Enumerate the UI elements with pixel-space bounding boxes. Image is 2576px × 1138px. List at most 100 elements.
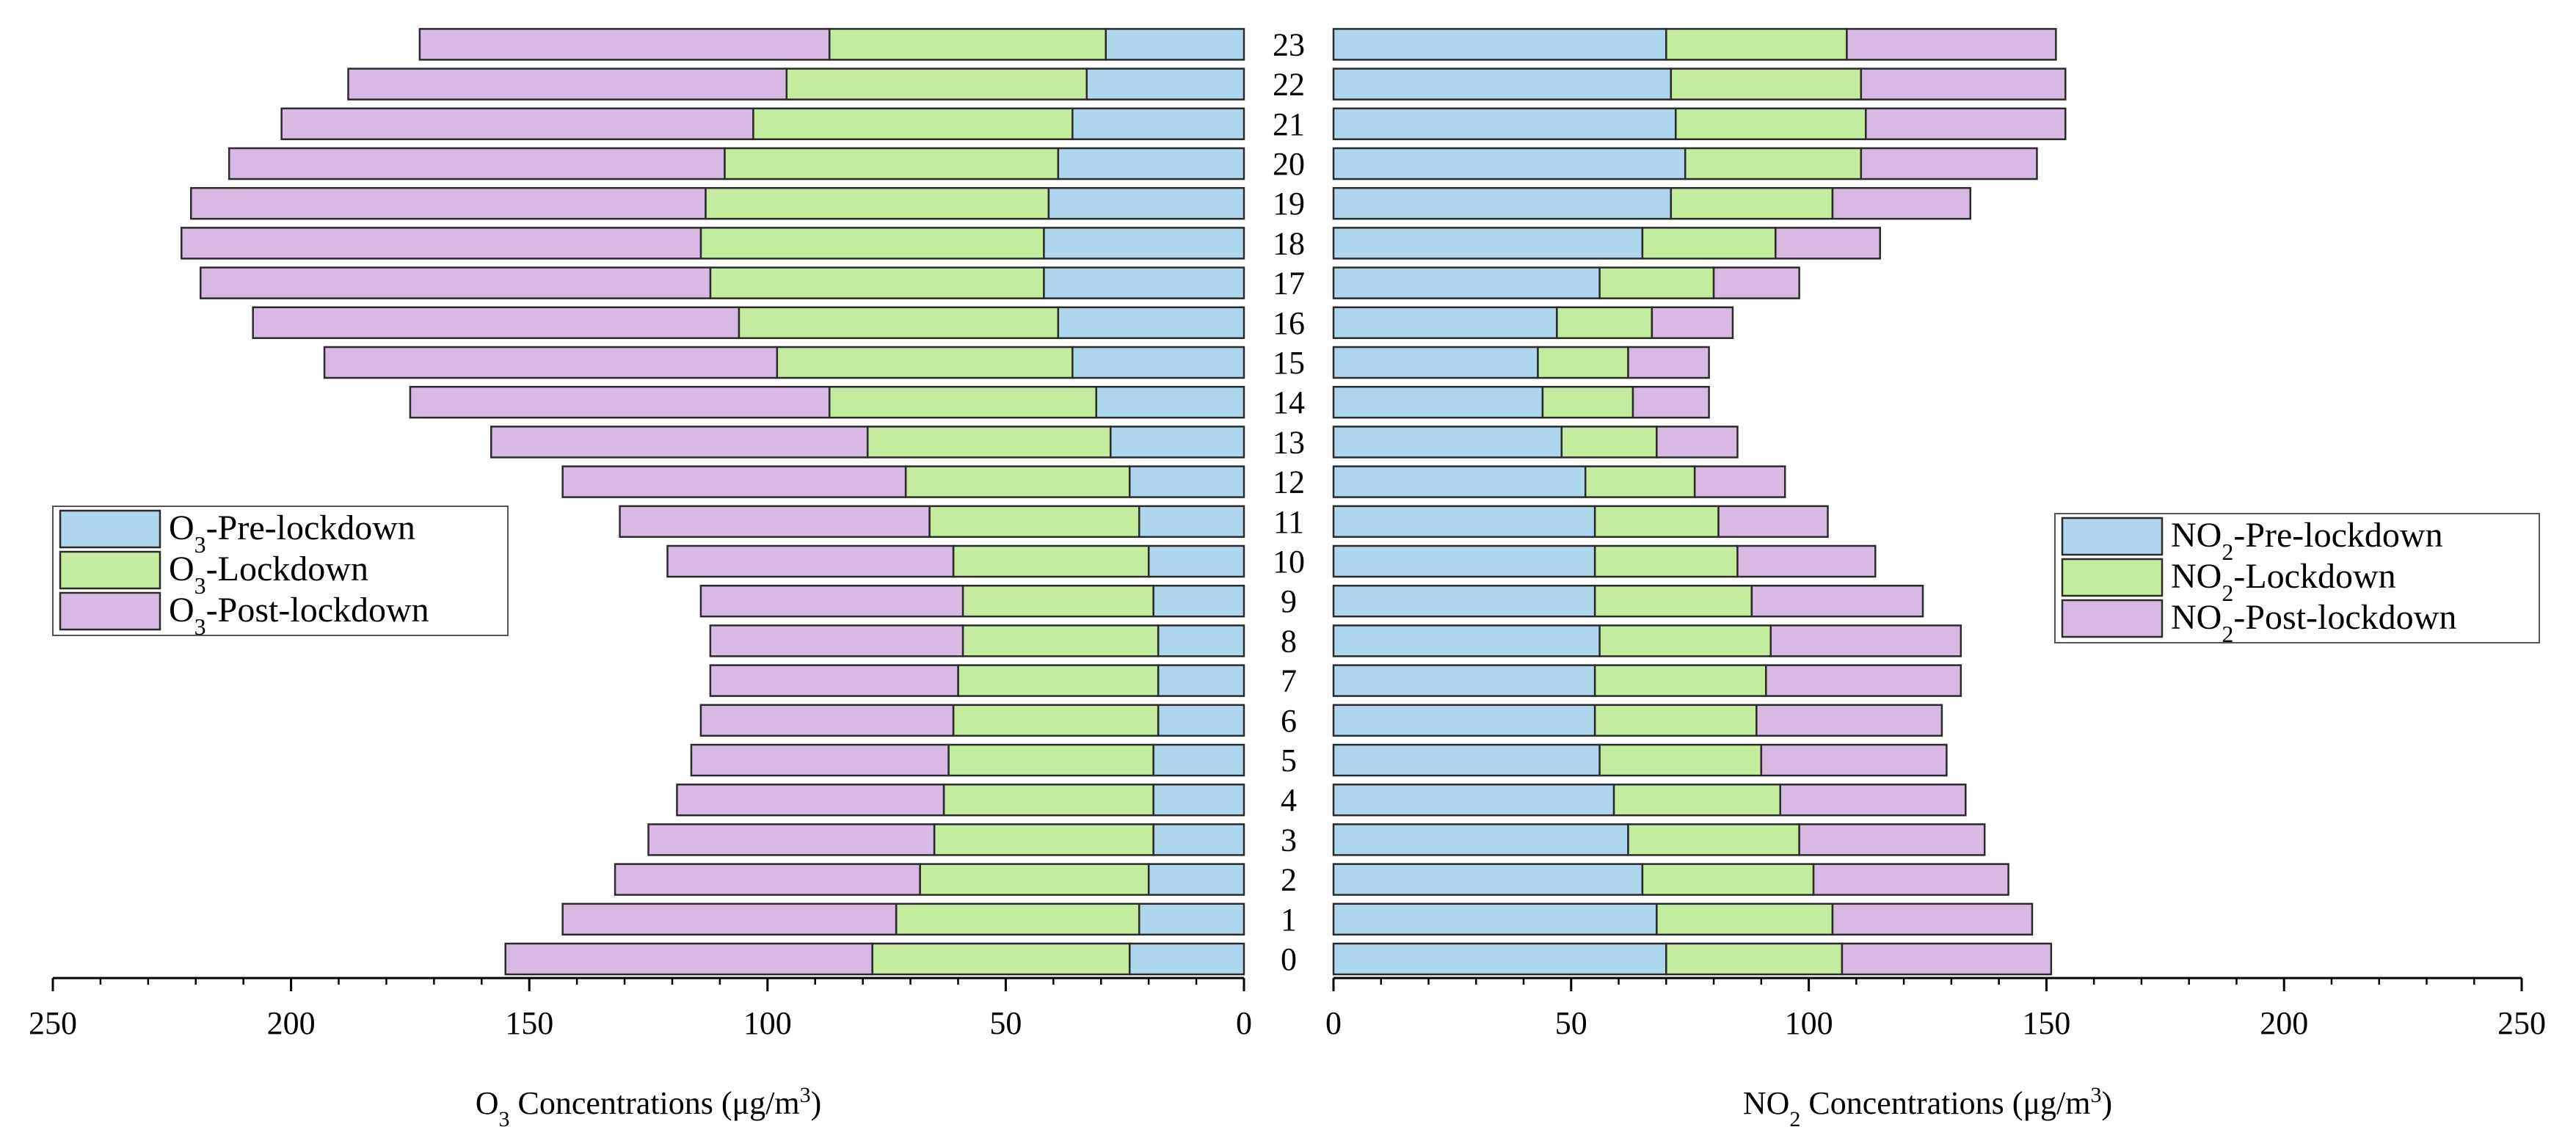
no2-legend-swatch <box>2061 558 2164 597</box>
no2-axis-title-sup: 3 <box>2090 1083 2101 1107</box>
no2-bar-hour-19-series-0 <box>1332 186 1673 220</box>
no2-bar-hour-11-series-2 <box>1717 505 1829 539</box>
no2-bar-hour-6-series-2 <box>1755 704 1943 737</box>
o3-bar-hour-21-series-1 <box>752 107 1074 141</box>
o3-legend-swatch <box>59 509 161 549</box>
no2-bar-hour-19-series-1 <box>1670 186 1834 220</box>
o3-bar-hour-11-series-2 <box>619 505 931 539</box>
no2-tick-label: 0 <box>1325 1005 1342 1041</box>
o3-bar-hour-15-series-0 <box>1071 346 1245 379</box>
o3-legend-label-sub: 3 <box>194 613 206 640</box>
no2-legend-label-rest: -Lockdown <box>2233 557 2395 596</box>
no2-bar-hour-12-series-1 <box>1584 465 1696 498</box>
no2-tick-label: 200 <box>2260 1005 2308 1041</box>
o3-bar-hour-1-series-2 <box>561 902 898 936</box>
o3-legend-label-rest: -Lockdown <box>206 550 368 588</box>
no2-bar-hour-6-series-0 <box>1332 704 1596 737</box>
hour-label: 0 <box>1281 941 1297 977</box>
no2-bar-hour-3-series-2 <box>1798 823 1986 856</box>
no2-bar-hour-8-series-0 <box>1332 624 1601 657</box>
o3-bar-hour-9-series-1 <box>961 584 1154 618</box>
no2-bar-hour-15-series-0 <box>1332 346 1539 379</box>
no2-legend-label-sub: 2 <box>2222 580 2233 606</box>
o3-bar-hour-2-series-2 <box>614 863 921 896</box>
hour-label: 20 <box>1273 146 1305 182</box>
o3-bar-hour-10-series-1 <box>952 544 1150 578</box>
no2-bar-hour-8-series-1 <box>1598 624 1772 657</box>
hour-label: 15 <box>1273 345 1305 381</box>
o3-axis-title-sup: 3 <box>800 1083 811 1107</box>
o3-bar-hour-3-series-2 <box>647 823 936 856</box>
o3-bar-hour-15-series-1 <box>776 346 1074 379</box>
o3-bar-hour-2-series-0 <box>1147 863 1245 896</box>
no2-bar-hour-4-series-1 <box>1612 783 1781 817</box>
no2-bar-hour-14-series-2 <box>1631 385 1710 419</box>
o3-bar-hour-20-series-2 <box>228 147 726 180</box>
o3-legend-label: O3-Pre-lockdown <box>169 508 415 558</box>
no2-bar-hour-11-series-1 <box>1593 505 1720 539</box>
o3-bar-hour-12-series-2 <box>561 465 907 498</box>
o3-bar-hour-15-series-2 <box>323 346 779 379</box>
no2-bar-hour-21-series-1 <box>1675 107 1867 141</box>
o3-bar-hour-16-series-1 <box>738 306 1060 340</box>
o3-bar-hour-4-series-0 <box>1152 783 1245 817</box>
o3-bar-hour-5-series-0 <box>1152 743 1245 777</box>
o3-bar-hour-22-series-0 <box>1085 68 1245 101</box>
o3-bar-hour-13-series-1 <box>866 426 1112 459</box>
no2-bar-hour-22-series-1 <box>1670 68 1863 101</box>
o3-bar-hour-17-series-0 <box>1043 266 1245 299</box>
no2-bar-hour-20-series-2 <box>1860 147 2038 180</box>
hour-label: 1 <box>1281 902 1297 938</box>
o3-bar-hour-14-series-2 <box>409 385 831 419</box>
o3-bar-hour-14-series-0 <box>1095 385 1245 419</box>
o3-bar-hour-7-series-2 <box>709 664 959 697</box>
o3-axis-title-rest: Concentrations (μg/m <box>510 1085 800 1121</box>
no2-bar-hour-8-series-2 <box>1769 624 1962 657</box>
no2-bar-hour-13-series-0 <box>1332 426 1563 459</box>
o3-bar-hour-6-series-1 <box>952 704 1160 737</box>
hour-label: 23 <box>1273 26 1305 62</box>
o3-legend-label-rest: -Post-lockdown <box>206 591 429 630</box>
hour-label: 17 <box>1273 266 1305 302</box>
o3-bar-hour-23-series-2 <box>418 28 831 61</box>
hour-label: 12 <box>1273 464 1305 500</box>
no2-bar-hour-2-series-0 <box>1332 863 1644 896</box>
no2-bar-hour-3-series-1 <box>1627 823 1800 856</box>
o3-bar-hour-18-series-2 <box>181 227 702 260</box>
o3-legend-label-prefix: O <box>169 591 194 630</box>
no2-legend-label-sub: 2 <box>2222 621 2233 647</box>
no2-bar-hour-3-series-0 <box>1332 823 1629 856</box>
o3-bar-hour-8-series-0 <box>1157 624 1245 657</box>
no2-bar-hour-21-series-0 <box>1332 107 1677 141</box>
no2-bar-hour-5-series-1 <box>1598 743 1763 777</box>
no2-legend-label: NO2-Post-lockdown <box>2171 598 2456 647</box>
no2-bar-hour-23-series-2 <box>1846 28 2057 61</box>
hour-label: 19 <box>1273 186 1305 222</box>
o3-bar-hour-17-series-2 <box>200 266 712 299</box>
o3-legend-swatch <box>59 591 161 631</box>
no2-bar-hour-2-series-1 <box>1641 863 1815 896</box>
hour-label: 14 <box>1273 384 1305 420</box>
o3-bar-hour-13-series-0 <box>1109 426 1245 459</box>
o3-bar-hour-1-series-0 <box>1138 902 1245 936</box>
no2-bar-hour-13-series-1 <box>1560 426 1658 459</box>
o3-bar-hour-20-series-0 <box>1057 147 1245 180</box>
o3-bar-hour-18-series-1 <box>699 227 1045 260</box>
no2-bar-hour-0-series-1 <box>1665 942 1844 976</box>
o3-bar-hour-6-series-2 <box>699 704 955 737</box>
no2-bar-hour-4-series-2 <box>1779 783 1967 817</box>
o3-legend-label-prefix: O <box>169 508 194 547</box>
no2-bar-hour-18-series-0 <box>1332 227 1644 260</box>
no2-legend-label-rest: -Pre-lockdown <box>2233 516 2442 555</box>
hour-label: 21 <box>1273 106 1305 142</box>
o3-bar-hour-8-series-1 <box>961 624 1160 657</box>
o3-bar-hour-12-series-1 <box>904 465 1131 498</box>
no2-legend-swatch <box>2061 599 2164 638</box>
o3-bar-hour-19-series-0 <box>1047 186 1245 220</box>
o3-legend-label-sub: 3 <box>194 531 206 558</box>
hour-label: 22 <box>1273 67 1305 103</box>
o3-bar-hour-20-series-1 <box>724 147 1060 180</box>
